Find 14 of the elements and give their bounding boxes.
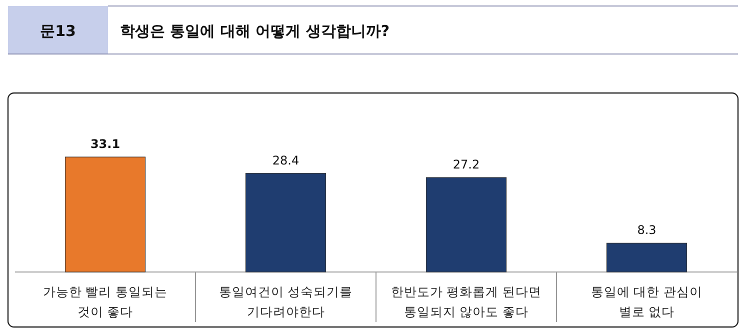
x-tick-label: 통일여건이 성숙되기를 기다려야한다 — [218, 284, 353, 319]
data-label: 33.1 — [90, 137, 120, 151]
x-tick-label: 한반도가 평화롭게 된다면 통일되지 않아도 좋다 — [390, 284, 542, 319]
data-label: 27.2 — [452, 158, 480, 172]
data-label: 8.3 — [637, 223, 656, 238]
bar — [245, 173, 326, 272]
bar — [426, 177, 507, 272]
x-tick-label: 통일에 대한 관심이 별로 없다 — [590, 284, 703, 319]
chart-subtitle: 문13 — [40, 22, 76, 40]
bar — [606, 242, 688, 272]
x-tick-label: 가능한 빨리 통일되는 것이 좋다 — [42, 284, 168, 319]
chart-title: 학생은 통일에 대해 어떻게 생각합니까? — [120, 22, 390, 40]
bar — [64, 156, 146, 272]
data-label: 28.4 — [272, 153, 300, 168]
